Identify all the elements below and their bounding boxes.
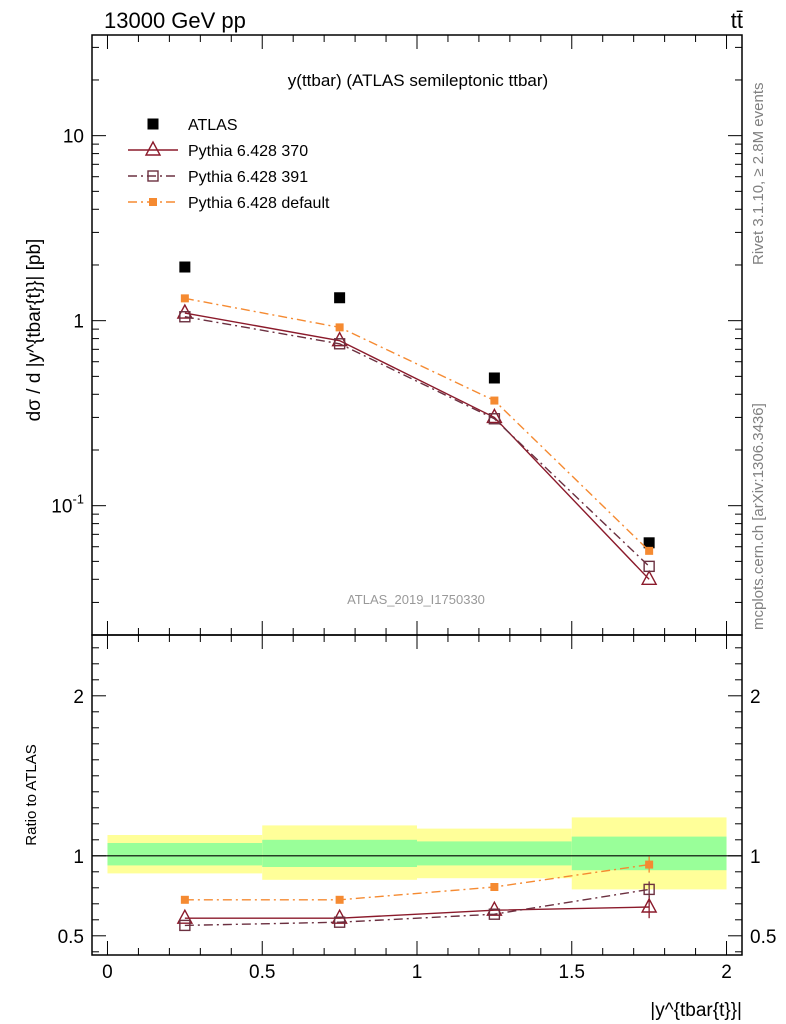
series-line	[184, 297, 650, 552]
ratio-y-tick-label-right: 0.5	[750, 927, 776, 948]
legend-label: Pythia 6.428 391	[188, 169, 308, 186]
main-panel: y(ttbar) (ATLAS semileptonic ttbar) ATLA…	[24, 34, 743, 636]
main-y-tick-label: 10-1	[51, 492, 84, 518]
main-y-tick-label: 10	[63, 127, 84, 148]
data-point	[147, 118, 159, 130]
ratio-axis-ticks: 0.5 0.5 1 1 2 2 0 0.5 1 1.5 2	[58, 635, 776, 983]
ratio-y-tick-label: 2	[73, 687, 84, 708]
filled-square-marker	[490, 396, 499, 405]
filled-square-marker	[149, 198, 157, 206]
legend-label: Pythia 6.428 default	[188, 195, 330, 212]
watermark: ATLAS_2019_I1750330	[347, 592, 485, 607]
data-point	[179, 261, 191, 273]
legend-label: Pythia 6.428 370	[188, 143, 308, 160]
main-series-pythia-6-428-391	[179, 311, 655, 573]
inner-band	[262, 839, 417, 867]
energy-label: 13000 GeV pp	[104, 8, 246, 33]
filled-square-marker	[180, 895, 189, 904]
ratio-line	[184, 906, 650, 919]
ratio-series-group	[176, 856, 658, 932]
data-point	[488, 372, 500, 384]
ratio-y-tick-label-right: 1	[750, 847, 761, 868]
ratio-x-tick-label: 1	[412, 962, 423, 983]
triangle-marker	[144, 140, 162, 156]
ratio-line	[184, 888, 650, 927]
main-series-group	[176, 261, 658, 586]
tick-base: 10	[51, 497, 72, 518]
ratio-series-pythia-6-428-default	[180, 856, 654, 904]
open-square-marker	[488, 908, 501, 920]
ratio-y-tick-label-right: 2	[750, 687, 761, 708]
open-square-marker	[179, 919, 191, 932]
ratio-series-pythia-6-428-391	[179, 881, 655, 932]
process-label: tt̄	[731, 8, 743, 33]
main-series-pythia-6-428-default	[180, 294, 654, 555]
main-y-tick-label: 1	[73, 312, 84, 333]
open-square-marker	[488, 413, 501, 425]
open-square-marker	[333, 338, 346, 350]
ratio-x-tick-label: 2	[721, 962, 732, 983]
mcplots-label: mcplots.cern.ch [arXiv:1306.3436]	[750, 403, 767, 630]
inner-band	[107, 843, 263, 866]
legend-entry: ATLAS	[147, 117, 238, 134]
legend-entry: Pythia 6.428 default	[128, 195, 330, 212]
ratio-y-tick-label: 1	[73, 847, 84, 868]
ratio-y-tick-label: 0.5	[58, 927, 84, 948]
ratio-uncertainty-bands	[92, 817, 742, 890]
data-point	[643, 537, 655, 549]
ratio-x-tick-label: 0.5	[249, 962, 275, 983]
tick-exponent: -1	[72, 492, 84, 507]
ratio-y-axis-label: Ratio to ATLAS	[23, 744, 40, 845]
legend-entry: Pythia 6.428 391	[128, 169, 308, 186]
open-square-marker	[333, 916, 346, 928]
filled-square-marker	[335, 323, 344, 332]
triangle-marker	[176, 908, 194, 924]
data-point	[334, 292, 346, 304]
main-series-pythia-6-428-370	[176, 303, 658, 586]
inner-band	[417, 841, 572, 866]
triangle-marker	[640, 897, 658, 913]
filled-square-marker	[645, 860, 654, 869]
x-axis-label: |y^{tbar{t}}|	[650, 1000, 742, 1021]
ratio-x-tick-label: 0	[102, 962, 113, 983]
rivet-label: Rivet 3.1.10, ≥ 2.8M events	[750, 83, 767, 266]
ratio-line	[184, 863, 650, 901]
legend-entry: Pythia 6.428 370	[128, 140, 308, 160]
filled-square-marker	[180, 294, 189, 303]
filled-square-marker	[490, 883, 499, 891]
series-line	[184, 312, 650, 580]
legend-label: ATLAS	[188, 117, 238, 134]
triangle-marker	[486, 407, 503, 424]
filled-square-marker	[335, 895, 344, 904]
ratio-x-tick-label: 1.5	[559, 962, 585, 983]
main-series-atlas	[179, 261, 655, 549]
legend: ATLAS Pythia 6.428 370 Pythia 6.428 391 Pyt…	[128, 117, 330, 212]
open-square-marker	[643, 560, 655, 573]
open-square-marker	[147, 170, 159, 182]
ratio-frame	[91, 634, 743, 956]
triangle-marker	[640, 569, 658, 586]
main-title: y(ttbar) (ATLAS semileptonic ttbar)	[288, 71, 548, 90]
main-y-axis-label: dσ / d |y^{tbar{t}}| [pb]	[24, 239, 45, 422]
series-line	[184, 316, 650, 567]
open-square-marker	[643, 883, 655, 896]
open-square-marker	[179, 311, 191, 323]
filled-square-marker	[645, 546, 654, 555]
ratio-panel: Ratio to ATLAS |y^{tbar{t}}| 0.5 0.51 12 20…	[23, 634, 776, 1021]
